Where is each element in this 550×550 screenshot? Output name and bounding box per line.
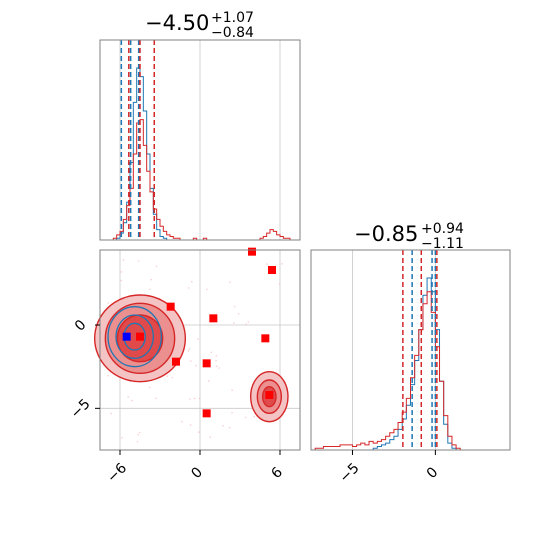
sample-dot xyxy=(198,431,200,433)
sample-dot xyxy=(120,279,123,282)
sample-dot xyxy=(231,411,233,414)
xtick-label-param2-0: −5 xyxy=(337,460,363,486)
sample-dot xyxy=(218,367,220,369)
sample-dot xyxy=(136,440,139,443)
marker-red-5 xyxy=(172,357,180,366)
marker-red-0 xyxy=(248,247,256,256)
sample-dot xyxy=(137,434,139,436)
marker-red-9 xyxy=(136,332,144,341)
sample-dot xyxy=(121,437,123,439)
sample-dot xyxy=(148,288,151,291)
sample-dot xyxy=(187,287,190,289)
xtick-label-param2-1: 0 xyxy=(424,464,442,482)
frame-right xyxy=(310,249,511,451)
sample-dot xyxy=(228,426,231,429)
sample-dot xyxy=(233,305,236,308)
sample-dot xyxy=(131,399,133,402)
xtick-label-param1-2: 6 xyxy=(268,464,286,482)
histogram-panel-param1 xyxy=(99,39,301,241)
sample-dot xyxy=(138,431,141,434)
titles: −4.50 +1.07 −0.84 −0.85 +0.94 −1.11 xyxy=(145,10,464,252)
sample-dot xyxy=(187,350,190,352)
sample-dot xyxy=(222,425,224,427)
sample-dot xyxy=(281,263,283,265)
marker-blue-0 xyxy=(122,332,131,341)
ytick-label-param2-0: 0 xyxy=(72,317,90,335)
title-param1-median: −4.50 xyxy=(145,11,209,35)
sample-dot xyxy=(188,348,191,350)
histogram-panel-param2: −5 0 xyxy=(310,249,511,486)
sample-dot xyxy=(171,376,174,379)
sample-dot xyxy=(210,351,213,354)
sample-dot xyxy=(110,412,112,415)
marker-red-3 xyxy=(209,314,218,323)
sample-dot xyxy=(191,280,193,283)
sample-dot xyxy=(215,354,218,357)
sample-dot xyxy=(120,271,123,273)
xtick-label-param1-1: 0 xyxy=(188,464,206,482)
sample-dot xyxy=(189,398,191,400)
xtick-label-param1-0: −6 xyxy=(104,460,130,486)
marker-red-1 xyxy=(268,266,276,274)
sample-dot xyxy=(166,375,168,377)
sample-dot xyxy=(229,281,231,284)
sample-dot xyxy=(245,323,247,326)
contour-blue-1 xyxy=(115,314,154,359)
sample-dot xyxy=(237,313,240,315)
sample-dot xyxy=(107,302,109,304)
sample-dot xyxy=(197,338,199,340)
marker-red-2 xyxy=(166,302,175,311)
sample-dot xyxy=(155,397,157,400)
sample-dot xyxy=(278,283,281,285)
sample-dot xyxy=(206,288,208,291)
sample-dot xyxy=(233,322,235,324)
sample-dot xyxy=(150,278,152,281)
sample-dot xyxy=(215,360,217,362)
sample-dot xyxy=(253,415,255,418)
sample-dot xyxy=(107,374,109,377)
title-param2-plus: +0.94 xyxy=(421,221,464,237)
sample-dot xyxy=(247,321,250,323)
sample-dot xyxy=(198,397,201,400)
ytick-label-param2-1: −5 xyxy=(68,396,94,422)
sample-dot xyxy=(266,263,268,265)
contour-panel-param1-param2: −6 0 6 0 −5 xyxy=(68,247,301,486)
sample-dot xyxy=(127,396,129,398)
hist-red-param2 xyxy=(311,291,510,451)
sample-dot xyxy=(244,416,247,419)
title-param1-minus: −0.84 xyxy=(211,25,254,41)
sample-dot xyxy=(189,424,192,426)
sample-dot xyxy=(209,436,211,439)
sample-dot xyxy=(137,260,140,262)
sample-dot xyxy=(155,265,158,268)
sample-dot xyxy=(181,420,183,423)
sample-dot xyxy=(215,365,218,368)
sample-dot xyxy=(190,360,192,362)
title-param1-plus: +1.07 xyxy=(211,10,254,26)
contour-blue-0 xyxy=(107,306,162,368)
hist-blue-param2 xyxy=(311,277,510,451)
marker-red-4 xyxy=(261,334,270,343)
sample-dot xyxy=(231,389,233,392)
sample-dot xyxy=(208,380,210,382)
marker-red-7 xyxy=(265,391,274,399)
sample-dot xyxy=(193,397,196,400)
title-param2-median: −0.85 xyxy=(354,222,418,246)
title-param2-minus: −1.11 xyxy=(421,236,464,252)
sample-dot xyxy=(148,386,151,389)
frame-top xyxy=(99,39,301,241)
marker-red-8 xyxy=(202,409,211,418)
sample-dot xyxy=(195,364,197,367)
marker-red-6 xyxy=(202,359,211,368)
sample-dot xyxy=(122,259,125,261)
